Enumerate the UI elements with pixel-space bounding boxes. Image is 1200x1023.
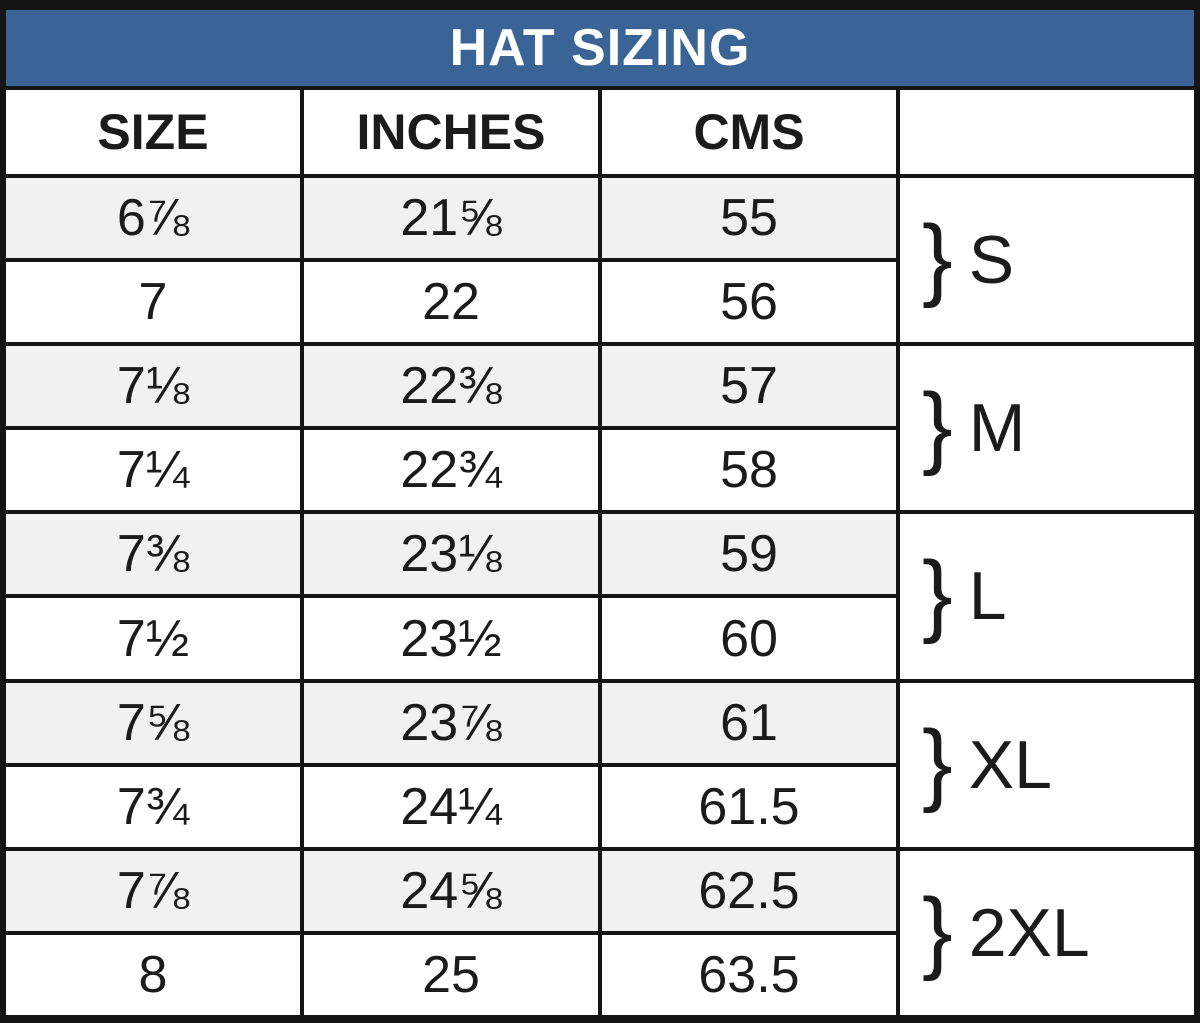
cms-cell: 58 (602, 430, 896, 511)
group-cell-2xl: } 2XL (900, 850, 1194, 1015)
size-cell: 8 (6, 934, 300, 1015)
inches-cell: 22⅜ (304, 346, 598, 427)
column-header-cms: CMS (602, 90, 896, 174)
size-cell: 7¾ (6, 766, 300, 847)
inches-cell: 23½ (304, 598, 598, 679)
column-header-empty (900, 90, 1194, 174)
cms-cell: 61 (602, 682, 896, 763)
inches-cell: 25 (304, 934, 598, 1015)
brace-icon: } (922, 543, 953, 646)
inches-cell: 23⅞ (304, 682, 598, 763)
brace-icon: } (922, 879, 953, 982)
brace-icon: } (922, 375, 953, 478)
cms-cell: 59 (602, 514, 896, 595)
cms-cell: 55 (602, 178, 896, 259)
size-cell: 7¼ (6, 430, 300, 511)
table-title: HAT SIZING (6, 10, 1194, 86)
inches-cell: 24⅝ (304, 850, 598, 931)
inches-cell: 21⅝ (304, 178, 598, 259)
size-cell: 7⅝ (6, 682, 300, 763)
brace-icon: } (922, 711, 953, 814)
group-label: L (968, 558, 1007, 635)
inches-cell: 22¾ (304, 430, 598, 511)
size-cell: 6⅞ (6, 178, 300, 259)
column-header-size: SIZE (6, 90, 300, 174)
group-cell-m: } M (900, 346, 1194, 511)
inches-cell: 24¼ (304, 766, 598, 847)
group-label: XL (968, 726, 1052, 803)
inches-cell: 23⅛ (304, 514, 598, 595)
size-cell: 7 (6, 262, 300, 343)
cms-cell: 57 (602, 346, 896, 427)
group-cell-xl: } XL (900, 682, 1194, 847)
cms-cell: 62.5 (602, 850, 896, 931)
cms-cell: 61.5 (602, 766, 896, 847)
cms-cell: 56 (602, 262, 896, 343)
group-cell-s: } S (900, 178, 1194, 343)
cms-cell: 63.5 (602, 934, 896, 1015)
group-cell-l: } L (900, 514, 1194, 679)
group-label: 2XL (968, 894, 1090, 971)
size-cell: 7⅛ (6, 346, 300, 427)
size-cell: 7⅜ (6, 514, 300, 595)
group-label: M (968, 390, 1026, 467)
brace-icon: } (922, 207, 953, 310)
size-cell: 7½ (6, 598, 300, 679)
size-cell: 7⅞ (6, 850, 300, 931)
cms-cell: 60 (602, 598, 896, 679)
inches-cell: 22 (304, 262, 598, 343)
table-grid: SIZE INCHES CMS 6⅞ 21⅝ 55 7 22 56 7⅛ 22⅜ 57 7¼ 22¾… (6, 90, 1194, 1015)
column-header-inches: INCHES (304, 90, 598, 174)
group-label: S (968, 222, 1015, 299)
